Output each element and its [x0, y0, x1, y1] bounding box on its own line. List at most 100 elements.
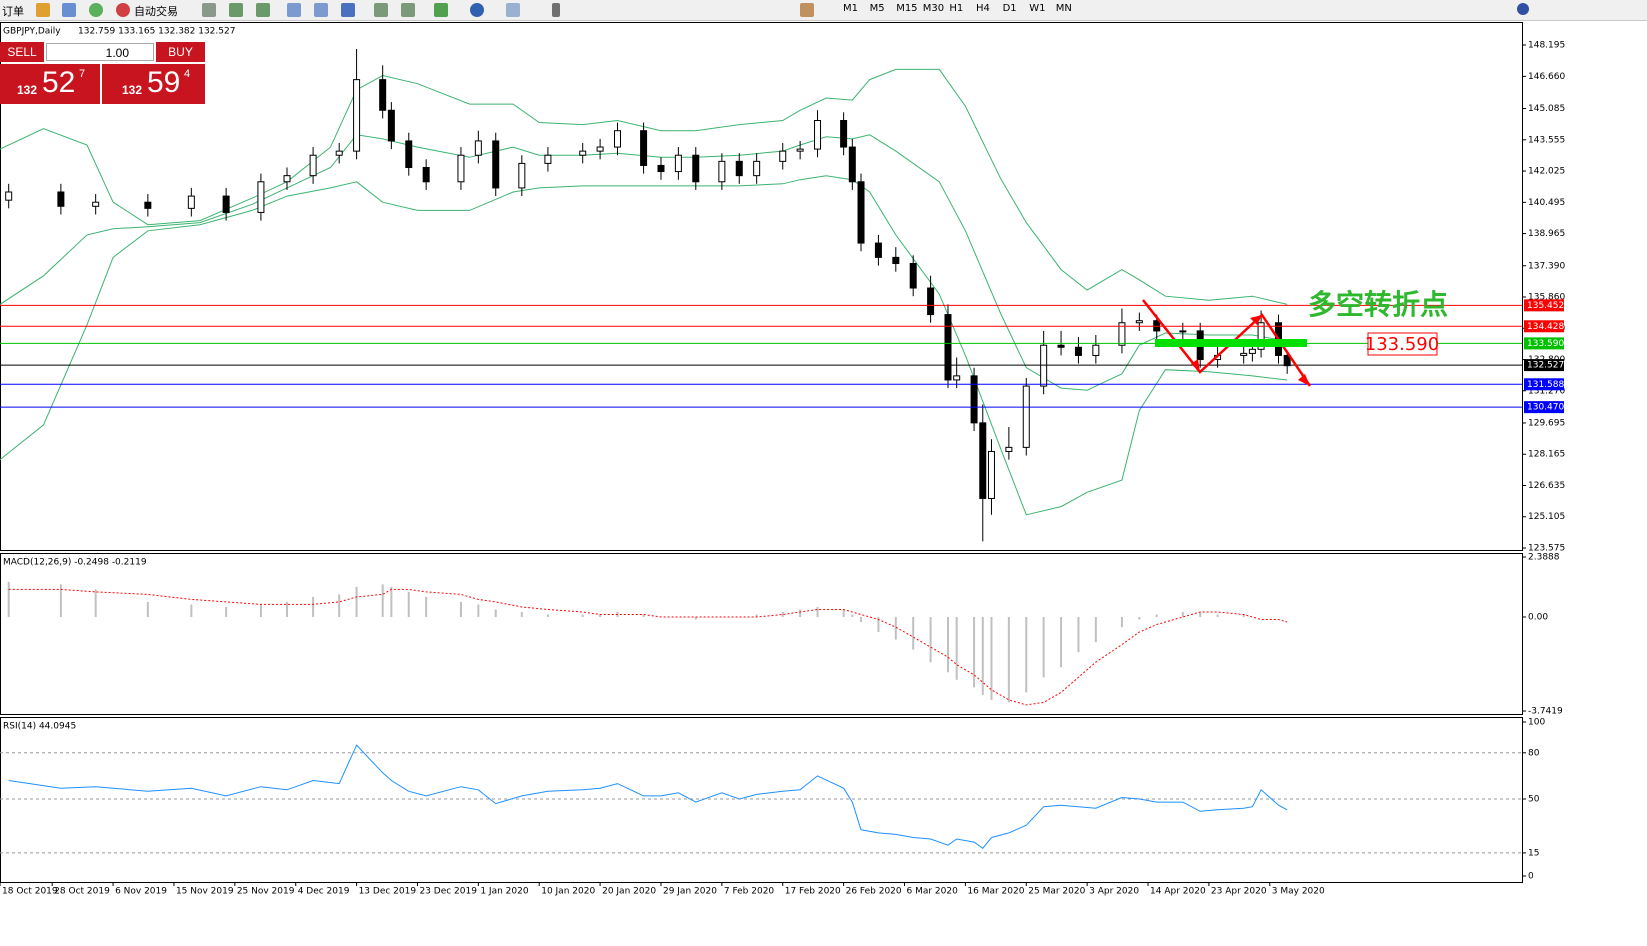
- x-tick-label: 26 Feb 2020: [846, 887, 902, 897]
- sell-price[interactable]: 132 52 7: [0, 64, 100, 104]
- candle-body: [92, 201, 100, 207]
- y-tick-label: 140.495: [1528, 198, 1565, 208]
- price-level-tag: [1524, 320, 1564, 333]
- volume-input[interactable]: 1.00: [46, 43, 154, 61]
- icon[interactable]: [800, 3, 814, 17]
- icon[interactable]: [506, 3, 520, 17]
- candle-body: [1179, 330, 1187, 333]
- x-tick-label: 16 Mar 2020: [967, 887, 1024, 897]
- buy-price[interactable]: 132 59 4: [102, 64, 205, 104]
- candle-body: [613, 130, 621, 148]
- icon[interactable]: [202, 3, 216, 17]
- icon[interactable]: [552, 3, 560, 17]
- pane-frame: [0, 717, 1523, 883]
- y-tick-label: 100: [1528, 718, 1545, 728]
- candle-body: [674, 154, 682, 173]
- icon[interactable]: [229, 3, 243, 17]
- timeframe-button[interactable]: H1: [949, 3, 964, 14]
- buy-button[interactable]: BUY: [156, 42, 205, 62]
- timeframe-button[interactable]: M30: [922, 3, 945, 14]
- icon[interactable]: [89, 3, 103, 17]
- candle-body: [1057, 344, 1065, 348]
- y-tick-label: -3.7419: [1528, 707, 1563, 717]
- annotations: 多空转折点 133.590: [1142, 288, 1448, 387]
- candle-body: [457, 154, 465, 183]
- x-tick-label: 18 Oct 2019: [2, 887, 58, 897]
- candle-body: [1040, 344, 1048, 387]
- rsi-line: [8, 744, 1288, 849]
- timeframe-button[interactable]: D1: [1002, 3, 1017, 14]
- icon[interactable]: [36, 3, 50, 17]
- icon[interactable]: [341, 3, 355, 17]
- candle-body: [848, 146, 856, 183]
- x-tick-label: 14 Apr 2020: [1150, 887, 1206, 897]
- price-main: 52: [42, 66, 76, 99]
- annotation-text: 多空转折点: [1308, 288, 1448, 321]
- arrow-head: [1191, 359, 1200, 372]
- bollinger-upper: [0, 68, 1288, 305]
- price-level-tag: [1524, 359, 1564, 372]
- candle-body: [970, 375, 978, 424]
- ohlc-readout: 132.759 133.165 132.382 132.527: [78, 27, 235, 37]
- icon[interactable]: [434, 3, 448, 17]
- timeframe-button[interactable]: M1: [843, 3, 858, 14]
- candle-body: [927, 287, 935, 316]
- candle-body: [874, 242, 882, 258]
- y-tick-label: 135.860: [1528, 293, 1565, 303]
- icon[interactable]: [256, 3, 270, 17]
- x-tick-label: 25 Nov 2019: [237, 887, 295, 897]
- candle-body: [979, 422, 987, 499]
- y-tick-label: 146.660: [1528, 72, 1565, 82]
- x-tick-label: 7 Feb 2020: [724, 887, 775, 897]
- price-level-label: 135.452: [1527, 301, 1564, 311]
- y-tick-label: 15: [1528, 848, 1539, 858]
- icon[interactable]: [287, 3, 301, 17]
- x-tick-label: 6 Nov 2019: [115, 887, 167, 897]
- pane-frame: [0, 22, 1523, 551]
- y-tick-label: 128.165: [1528, 450, 1565, 460]
- timeframe-button[interactable]: MN: [1055, 3, 1072, 14]
- pane-frame: [0, 553, 1523, 715]
- toolbar: 订单 自动交易 M1 M5 M15 M30 H1 H4 D1 W1 MN: [0, 0, 1647, 21]
- candle-body: [1005, 446, 1013, 452]
- x-tick-label: 23 Dec 2019: [419, 887, 477, 897]
- arrow-head: [1298, 374, 1310, 386]
- sell-button[interactable]: SELL: [0, 42, 44, 62]
- price-level-tag: [1524, 337, 1564, 350]
- y-tick-label: 138.965: [1528, 229, 1565, 239]
- pane-title: GBPJPY,Daily: [3, 27, 61, 37]
- candle-body: [892, 256, 900, 265]
- price-level-label: 130.470: [1527, 403, 1564, 413]
- icon[interactable]: [116, 3, 130, 17]
- y-tick-label: 50: [1528, 795, 1540, 805]
- candle-body: [814, 119, 822, 150]
- trade-panel: SELL 1.00 BUY 132 52 7 132 59 4: [0, 42, 206, 104]
- candle-body: [387, 109, 395, 142]
- candle-body: [657, 164, 665, 173]
- x-tick-label: 1 Jan 2020: [480, 887, 528, 897]
- icon[interactable]: [401, 3, 415, 17]
- x-tick-label: 17 Feb 2020: [785, 887, 841, 897]
- candle-body: [422, 166, 430, 183]
- icon[interactable]: [314, 3, 328, 17]
- price-prefix: 132: [17, 83, 38, 97]
- price-level-label: 133.590: [1527, 339, 1564, 349]
- timeframe-button[interactable]: M15: [896, 3, 918, 14]
- candle-body: [944, 314, 952, 381]
- order-button[interactable]: 订单: [2, 5, 24, 18]
- search-icon[interactable]: [1517, 3, 1529, 15]
- y-tick-label: 129.695: [1528, 418, 1565, 428]
- candle-body: [987, 450, 995, 499]
- x-tick-label: 4 Dec 2019: [298, 887, 350, 897]
- y-tick-label: 143.555: [1528, 135, 1565, 145]
- timeframe-button[interactable]: W1: [1029, 3, 1046, 14]
- candle-body: [492, 140, 500, 189]
- icon[interactable]: [374, 3, 388, 17]
- icon[interactable]: [470, 3, 484, 17]
- icon[interactable]: [62, 3, 76, 17]
- candle-body: [353, 79, 361, 152]
- timeframe-button[interactable]: H4: [976, 3, 990, 14]
- auto-trading-button[interactable]: 自动交易: [134, 5, 178, 18]
- timeframe-button[interactable]: M5: [869, 3, 885, 14]
- price-level-tag: [1524, 401, 1564, 414]
